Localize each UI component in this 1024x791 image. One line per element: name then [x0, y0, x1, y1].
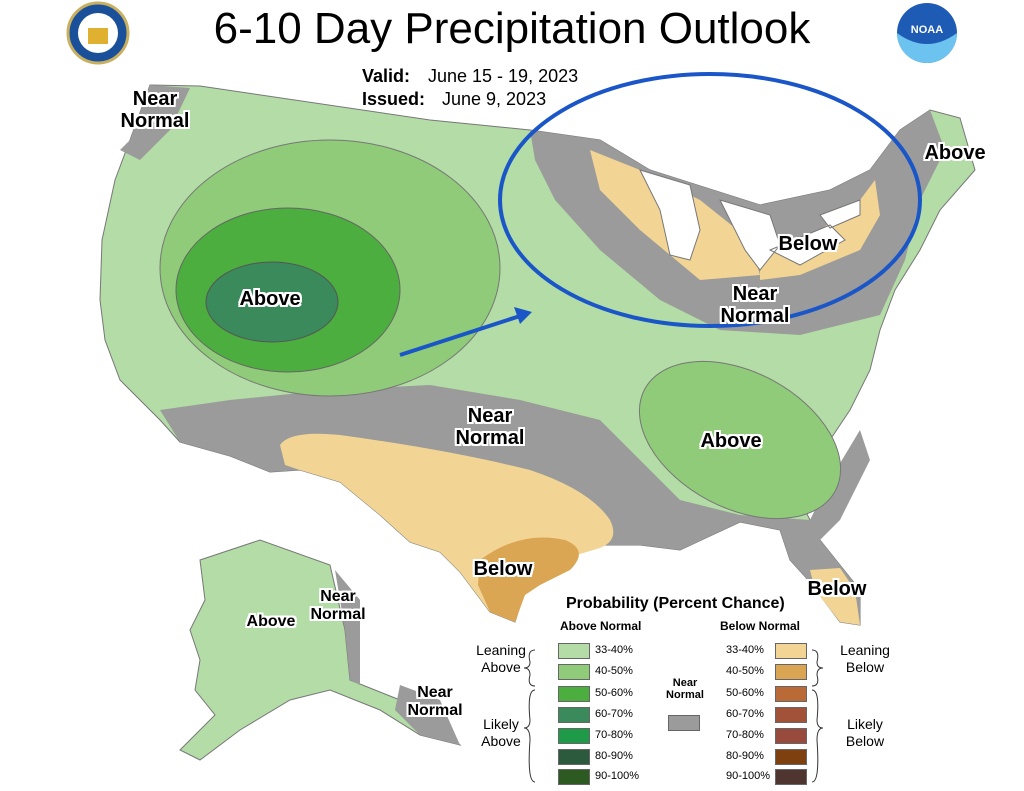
above-range: 80-90%: [595, 750, 633, 762]
alaska: [179, 539, 462, 761]
legend-title: Probability (Percent Chance): [566, 595, 785, 612]
below-swatch: [775, 749, 807, 765]
near-label: Near Normal: [666, 677, 704, 701]
above-swatch: [558, 686, 590, 702]
above-range: 60-70%: [595, 708, 633, 720]
se-above: [638, 360, 842, 520]
arrow-head: [514, 307, 532, 324]
map-label: Above: [239, 288, 301, 310]
below-range: 90-100%: [726, 770, 771, 782]
map-label: Above: [924, 142, 986, 164]
highlight-ellipse: [498, 72, 922, 328]
valid-dates: June 15 - 19, 2023: [428, 66, 579, 86]
above-swatch: [558, 707, 590, 723]
below-range: 80-90%: [726, 750, 764, 762]
above-swatch: [558, 643, 590, 659]
map-label: Above: [700, 430, 762, 452]
nw-near-normal: [120, 85, 190, 160]
map-label: Below: [473, 558, 533, 580]
below-range: 70-80%: [726, 729, 764, 741]
below-swatch: [775, 664, 807, 680]
great-lakes: [639, 169, 861, 271]
map-label: Below: [807, 578, 867, 600]
above-60-70: [205, 261, 339, 343]
valid-label: Valid:: [362, 66, 411, 86]
noaa-wave: [897, 33, 957, 63]
above-range: 40-50%: [595, 665, 633, 677]
likely-below: Likely Below: [845, 716, 885, 749]
above-swatch: [558, 664, 590, 680]
above-swatch: [558, 769, 590, 785]
bracket-leaning-above: [523, 649, 536, 687]
above-range: 90-100%: [595, 770, 640, 782]
seal-shield: [88, 28, 108, 44]
title: 6-10 Day Precipitation Outlook: [213, 4, 811, 53]
likely-above: Likely Above: [481, 716, 521, 749]
issued-date: June 9, 2023: [442, 89, 547, 109]
below-swatch: [775, 707, 807, 723]
bracket-likely-below: [811, 689, 824, 783]
above-range: 70-80%: [595, 729, 633, 741]
fl-below: [810, 568, 860, 625]
alaska-near-normal: [335, 570, 460, 745]
below-swatch: [775, 769, 807, 785]
below-range: 50-60%: [726, 687, 764, 699]
map-label: Near Normal: [455, 405, 525, 449]
above-header: Above Normal: [560, 619, 642, 633]
tx-below: [478, 537, 579, 622]
map-label: Near Normal: [720, 283, 790, 327]
bracket-leaning-below: [811, 649, 824, 687]
below-swatch: [775, 728, 807, 744]
above-swatch: [558, 749, 590, 765]
below-swatch: [775, 686, 807, 702]
map-label: Near Normal: [120, 88, 190, 132]
leaning-below: Leaning Below: [840, 642, 890, 675]
map-label: Near Normal: [310, 588, 366, 623]
arrow-shaft: [399, 314, 521, 357]
below-range: 60-70%: [726, 708, 764, 720]
issued-label: Issued:: [362, 89, 426, 109]
map-label: Below: [778, 233, 838, 255]
map-label: Above: [246, 613, 296, 630]
below-header: Below Normal: [720, 619, 801, 633]
below-range: 40-50%: [726, 665, 764, 677]
near-swatch: [668, 715, 700, 731]
bracket-likely-above: [523, 689, 536, 783]
leaning-above: Leaning Above: [476, 642, 526, 675]
map-label: Near Normal: [407, 684, 463, 719]
above-swatch: [558, 728, 590, 744]
above-range: 50-60%: [595, 687, 633, 699]
below-range: 33-40%: [726, 644, 764, 656]
above-range: 33-40%: [595, 644, 633, 656]
noaa-text: NOAA: [910, 24, 944, 36]
below-swatch: [775, 643, 807, 659]
